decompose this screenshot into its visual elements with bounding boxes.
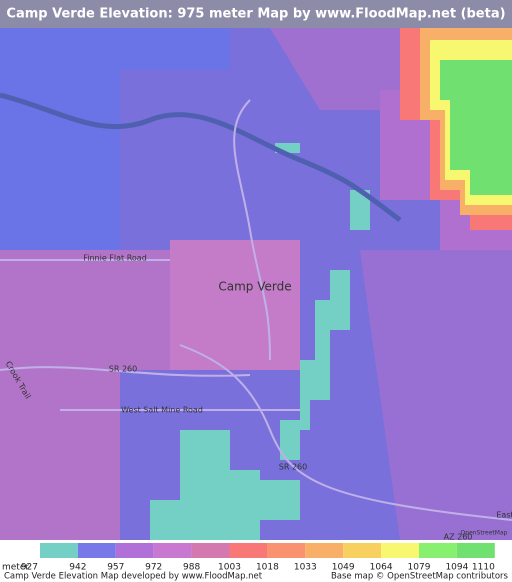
map-label: SR 260 — [279, 463, 307, 472]
map-label: East — [496, 511, 512, 520]
map — [0, 28, 512, 540]
legend-swatch — [191, 543, 230, 558]
legend-swatch — [77, 543, 116, 558]
legend-tick: 1079 — [408, 563, 431, 573]
legend-tick: 942 — [69, 563, 86, 573]
map-label: SR 260 — [109, 365, 137, 374]
credit: Camp Verde Elevation Map developed by ww… — [4, 572, 263, 582]
legend-tick: 1110 — [472, 563, 495, 573]
legend-tick: 1094 — [445, 563, 468, 573]
legend-tick: 1049 — [332, 563, 355, 573]
title-bar — [0, 0, 512, 28]
legend-swatch — [381, 543, 419, 558]
legend-tick: 1003 — [218, 563, 241, 573]
legend-tick: 1018 — [256, 563, 279, 573]
legend-tick: 972 — [145, 563, 162, 573]
legend-unit: meter — [2, 563, 29, 573]
legend-swatch — [115, 543, 154, 558]
map-label: Camp Verde — [218, 280, 291, 294]
legend-swatch — [343, 543, 382, 558]
title: Camp Verde Elevation: 975 meter Map by w… — [6, 7, 505, 22]
map-label: AZ 260 — [444, 533, 473, 542]
legend-tick: 1033 — [294, 563, 317, 573]
legend-tick: 988 — [183, 563, 200, 573]
legend-tick: 1064 — [370, 563, 393, 573]
legend-tick: 927 — [21, 563, 38, 573]
legend-tick: 957 — [107, 563, 124, 573]
legend-swatch — [267, 543, 306, 558]
legend-swatch — [305, 543, 344, 558]
basemap-credit: Base map © OpenStreetMap contributors — [331, 572, 509, 582]
legend-swatch — [229, 543, 268, 558]
legend-swatch — [456, 543, 495, 558]
map-label: OpenStreetMap — [461, 530, 508, 537]
map-label: West Salt Mine Road — [121, 406, 203, 415]
legend-swatch — [419, 543, 457, 558]
legend-swatch — [153, 543, 192, 558]
legend-swatch — [40, 543, 78, 558]
map-label: Finnie Flat Road — [83, 254, 147, 263]
